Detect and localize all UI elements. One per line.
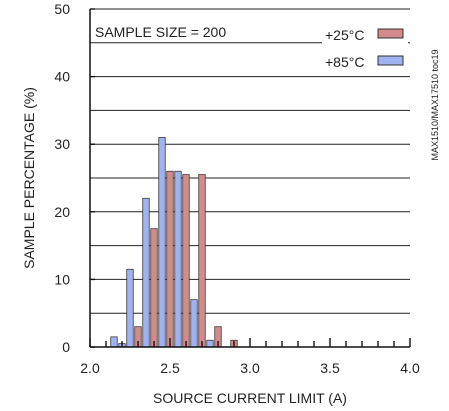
annotation-backdrop [92, 20, 242, 40]
legend-label-25c: +25°C [325, 27, 364, 43]
tick-labels: 2.0 2.5 3.0 3.5 4.0 0 10 20 30 40 50 [54, 1, 420, 376]
bar-25c [182, 174, 190, 348]
bar-25c [150, 228, 158, 348]
x-tick-label: 2.5 [160, 360, 180, 376]
y-tick-label: 40 [54, 69, 70, 85]
bar-85c [110, 336, 118, 348]
legend: +25°C +85°C [322, 20, 408, 74]
y-tick-label: 20 [54, 204, 70, 220]
x-tick-label: 4.0 [400, 360, 420, 376]
x-tick-label: 3.5 [320, 360, 340, 376]
bar-85c [158, 137, 166, 348]
x-tick-label: 3.0 [240, 360, 260, 376]
y-tick-label: 10 [54, 271, 70, 287]
sample-size-annotation: SAMPLE SIZE = 200 [95, 24, 226, 40]
bar-85c [142, 197, 150, 348]
x-axis-title: SOURCE CURRENT LIMIT (A) [153, 390, 347, 406]
bar-25c [198, 174, 206, 348]
bar-85c [206, 339, 214, 348]
bar-85c [174, 170, 182, 348]
legend-swatch-25c [377, 28, 404, 39]
ticks [89, 8, 411, 348]
x-tick-label: 2.0 [80, 360, 100, 376]
y-tick-label: 50 [54, 1, 70, 17]
legend-swatch-85c [377, 55, 404, 66]
bar-85c [126, 268, 134, 348]
bar-25c [166, 170, 174, 348]
y-tick-label: 30 [54, 136, 70, 152]
legend-label-85c: +85°C [325, 54, 364, 70]
y-tick-label: 0 [62, 339, 70, 355]
bar-85c [190, 299, 198, 348]
figure-code: MAX1510/MAX17510 toc19 [430, 49, 440, 160]
y-axis-title: SAMPLE PERCENTAGE (%) [21, 87, 37, 269]
